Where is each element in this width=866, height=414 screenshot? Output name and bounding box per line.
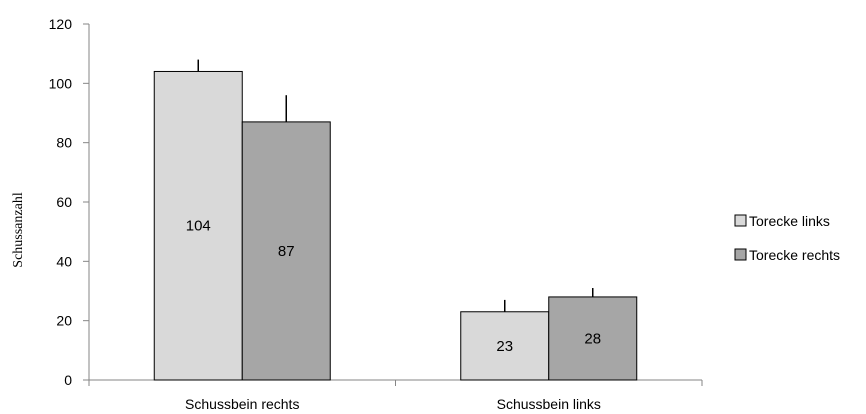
y-tick-label: 40: [56, 253, 72, 269]
bar-value-label: 87: [278, 243, 295, 260]
bar: [153, 70, 243, 381]
bar-value-label: 23: [496, 338, 513, 355]
y-tick-label: 60: [56, 194, 72, 210]
legend-swatch: [734, 214, 747, 227]
legend-label: Torecke rechts: [749, 247, 840, 263]
bar-value-label: 104: [186, 218, 211, 235]
x-axis: Schussbein rechts Schussbein links: [88, 379, 703, 412]
legend: Torecke links Torecke rechts: [734, 213, 840, 263]
y-tick-label: 100: [49, 75, 73, 91]
x-tick-label: Schussbein links: [497, 396, 601, 412]
legend-label: Torecke links: [749, 213, 830, 229]
x-tick-label: Schussbein rechts: [185, 396, 299, 412]
legend-swatch: [734, 248, 747, 261]
bar: [241, 121, 331, 381]
y-tick-label: 0: [64, 372, 72, 388]
y-axis: 0 20 40 60 80 100 120: [49, 16, 90, 388]
y-axis-label: Schussanzahl: [11, 192, 26, 268]
value-labels: 104 87 23 28: [186, 218, 601, 355]
bar-value-label: 28: [584, 330, 601, 347]
y-tick-label: 120: [49, 16, 73, 32]
bars: [153, 70, 638, 381]
error-bars: [197, 59, 594, 312]
y-tick-label: 20: [56, 313, 72, 329]
y-tick-label: 80: [56, 135, 72, 151]
